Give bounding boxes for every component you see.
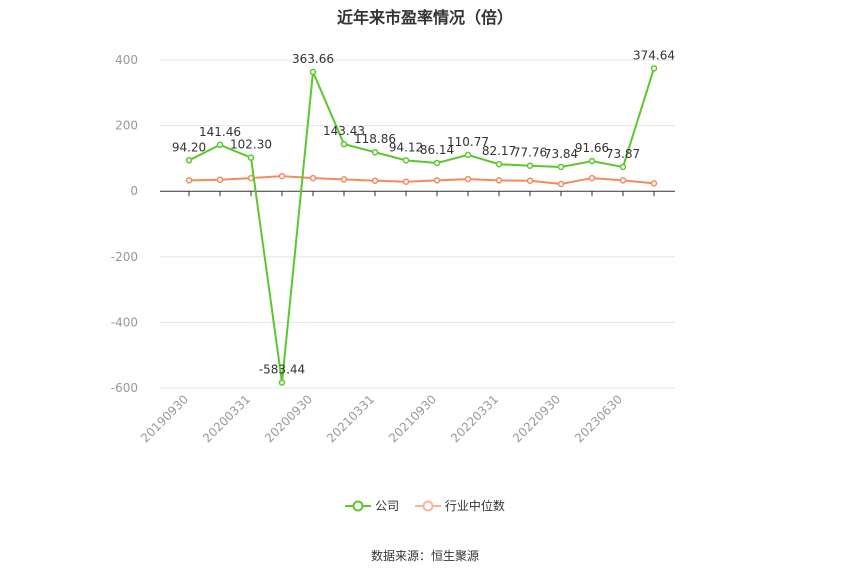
series-group xyxy=(185,65,658,386)
company-pe-point xyxy=(216,141,224,149)
x-axis: 20190930 20200331 20200930 20210331 20210930… xyxy=(138,190,675,445)
industry-median-point xyxy=(495,177,503,184)
industry-median-point xyxy=(402,178,410,185)
y-tick-label: -200 xyxy=(111,250,138,264)
industry-median-point xyxy=(433,177,441,184)
industry-median-point xyxy=(464,175,472,183)
y-tick-label: 400 xyxy=(115,53,138,67)
company-data-label: 73.84 xyxy=(544,147,578,161)
industry-median-point xyxy=(185,177,193,184)
industry-median-point xyxy=(588,174,596,182)
legend-company-marker xyxy=(345,500,372,511)
company-pe-point xyxy=(495,160,503,168)
company-data-label: 91.66 xyxy=(575,141,609,155)
industry-median-point xyxy=(371,177,379,184)
industry-median-point xyxy=(557,180,565,188)
company-pe-point xyxy=(464,151,472,159)
company-pe-point xyxy=(557,163,565,171)
x-tick-label: 20200331 xyxy=(200,392,253,445)
company-data-label: 374.64 xyxy=(633,48,675,62)
company-data-label: 86.14 xyxy=(420,143,454,157)
company-pe-point xyxy=(433,159,441,167)
company-data-label: 94.20 xyxy=(172,140,206,154)
company-pe-point xyxy=(650,65,658,72)
company-pe-point xyxy=(619,163,627,171)
company-pe-point xyxy=(247,154,255,161)
company-data-label: 118.86 xyxy=(354,132,396,146)
legend: 公司 行业中位数 xyxy=(0,497,850,515)
x-tick-label: 20220930 xyxy=(510,392,563,445)
industry-median-point xyxy=(278,172,286,180)
industry-median-point xyxy=(309,174,317,182)
company-data-label: 94.12 xyxy=(389,140,423,154)
x-tick-label: 20190930 xyxy=(138,392,191,445)
y-tick-label: 200 xyxy=(115,119,138,133)
x-tick-label: 20200930 xyxy=(262,392,315,445)
company-pe-point xyxy=(185,157,193,164)
legend-item-industry[interactable]: 行业中位数 xyxy=(414,497,505,514)
legend-industry-marker xyxy=(414,500,441,511)
industry-median-point xyxy=(340,176,348,183)
company-data-label: 82.17 xyxy=(482,144,516,158)
industry-median-point xyxy=(619,177,627,184)
legend-company-label: 公司 xyxy=(375,499,400,513)
company-data-label: 73.87 xyxy=(606,147,640,161)
company-pe-point xyxy=(278,379,286,386)
company-pe-point xyxy=(309,68,317,76)
company-data-label: 110.77 xyxy=(447,135,489,149)
industry-median-line xyxy=(188,175,655,185)
y-axis: -600 -400 -200 0 200 400 xyxy=(111,53,138,395)
industry-median-point xyxy=(650,180,658,187)
company-pe-point xyxy=(402,157,410,164)
company-data-label: 363.66 xyxy=(292,52,334,66)
x-tick-label: 20220331 xyxy=(448,392,501,445)
data-source: 数据来源：恒生聚源 xyxy=(370,549,479,563)
company-data-label: 77.76 xyxy=(513,146,547,160)
x-tick-label: 20210331 xyxy=(324,392,377,445)
y-tick-label: -400 xyxy=(111,315,138,329)
company-data-label: 143.43 xyxy=(323,124,365,138)
legend-industry-label: 行业中位数 xyxy=(444,499,505,513)
company-data-label: 141.46 xyxy=(199,125,241,139)
grid-lines xyxy=(160,59,675,389)
company-data-label: 102.30 xyxy=(230,138,272,152)
industry-median-point xyxy=(526,177,534,184)
company-pe-point xyxy=(340,140,348,148)
chart-title: 近年来市盈率情况（倍） xyxy=(336,8,513,27)
y-tick-label: -600 xyxy=(111,381,138,395)
legend-item-company[interactable]: 公司 xyxy=(345,497,399,514)
company-pe-line xyxy=(188,68,655,383)
x-tick-label: 20230630 xyxy=(572,392,625,445)
company-data-label: -583.44 xyxy=(259,363,305,377)
company-pe-point xyxy=(371,148,379,156)
company-pe-point xyxy=(588,157,596,165)
y-tick-label: 0 xyxy=(130,184,138,198)
company-pe-point xyxy=(526,162,534,169)
industry-median-point xyxy=(216,176,224,183)
x-tick-label: 20210930 xyxy=(386,392,439,445)
